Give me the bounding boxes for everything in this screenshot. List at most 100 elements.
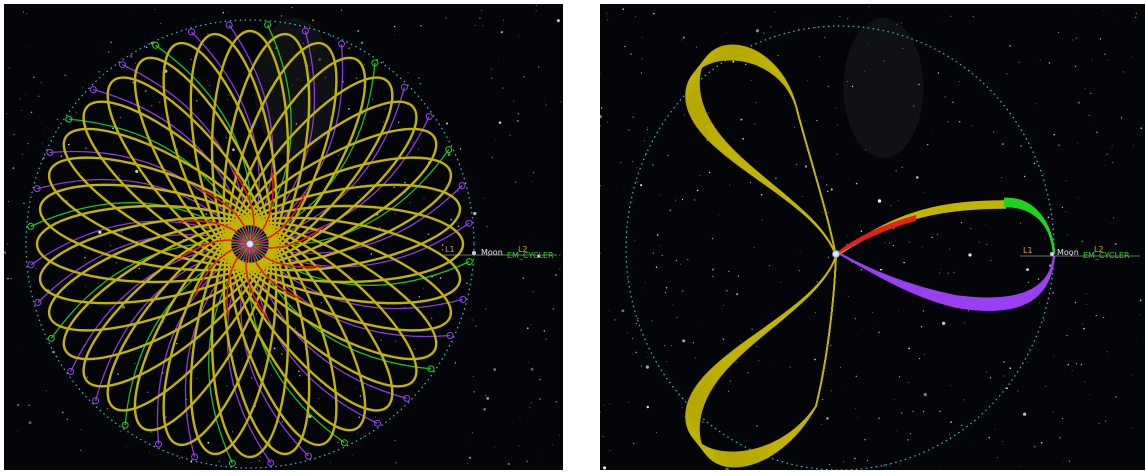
star — [537, 66, 540, 68]
star — [732, 60, 735, 63]
star — [1110, 146, 1112, 148]
star — [427, 233, 430, 235]
star — [214, 121, 216, 122]
star — [556, 19, 560, 23]
star — [337, 441, 339, 443]
star — [676, 316, 678, 319]
star — [84, 250, 86, 252]
star — [1019, 222, 1022, 224]
star — [485, 308, 487, 310]
star — [721, 308, 722, 310]
star — [355, 387, 357, 389]
star — [1135, 12, 1137, 14]
cycler-label: EM_CYCLER — [507, 251, 554, 260]
star — [313, 49, 315, 50]
purple-segment — [839, 253, 1055, 311]
star — [207, 441, 210, 444]
star — [821, 398, 824, 401]
star — [16, 431, 18, 433]
star — [641, 37, 643, 39]
star — [446, 122, 448, 125]
star — [43, 157, 45, 159]
star — [1034, 445, 1036, 447]
cycler-label: EM_CYCLER — [1083, 251, 1130, 260]
star — [645, 365, 650, 369]
star — [860, 269, 862, 271]
star — [961, 424, 963, 426]
star — [98, 70, 100, 73]
star — [190, 318, 192, 320]
star — [227, 11, 228, 12]
star — [26, 13, 28, 15]
star — [893, 398, 895, 400]
star — [1058, 144, 1060, 146]
star — [467, 462, 469, 464]
star — [755, 29, 759, 33]
star — [222, 12, 225, 14]
rim-loop — [47, 334, 55, 342]
star — [359, 395, 362, 397]
star — [518, 35, 519, 36]
star — [1075, 65, 1077, 67]
star — [531, 231, 533, 233]
star — [923, 410, 925, 413]
star — [636, 181, 639, 184]
star — [774, 11, 776, 13]
star — [495, 138, 497, 140]
star — [652, 252, 654, 254]
star — [382, 61, 384, 63]
star — [1023, 412, 1027, 416]
star — [233, 278, 235, 280]
star — [517, 120, 519, 122]
star — [80, 429, 82, 430]
star — [473, 211, 477, 216]
star — [409, 202, 411, 204]
star — [692, 342, 695, 344]
star — [670, 345, 672, 346]
star — [737, 275, 740, 277]
star — [770, 26, 772, 28]
orbit-view-left[interactable]: L1 Moon L2 EM_CYCLER — [4, 4, 563, 470]
star — [379, 227, 381, 229]
star — [631, 160, 634, 163]
rim-loop — [67, 368, 75, 375]
star — [502, 87, 504, 89]
l2-label: L2 — [518, 245, 528, 254]
star — [696, 46, 698, 48]
star — [1002, 143, 1004, 145]
orbit-view-right[interactable]: L1 Moon L2 EM_CYCLER — [600, 4, 1145, 470]
star — [888, 242, 891, 244]
star — [1009, 367, 1011, 370]
l1-label: L1 — [445, 245, 455, 254]
star — [35, 267, 37, 269]
star — [1026, 362, 1028, 363]
star — [1104, 53, 1106, 55]
star — [897, 199, 899, 201]
star — [1074, 9, 1076, 11]
star — [400, 186, 402, 188]
star — [559, 254, 561, 256]
star — [606, 12, 608, 14]
star — [606, 121, 608, 123]
star — [632, 353, 634, 355]
lower-lobe-track — [687, 255, 837, 456]
star — [138, 267, 141, 270]
star — [856, 334, 858, 335]
star — [989, 377, 992, 379]
star — [937, 233, 939, 235]
star — [134, 14, 136, 15]
star — [908, 382, 910, 383]
star — [1115, 396, 1117, 398]
moon-marker — [472, 251, 476, 255]
star — [281, 190, 283, 192]
star — [901, 22, 903, 24]
star — [1023, 175, 1026, 178]
star — [1061, 417, 1064, 420]
lower-lobe-track — [692, 255, 837, 461]
star — [469, 456, 471, 459]
star — [798, 28, 800, 30]
galaxy-haze — [254, 17, 335, 158]
star — [679, 263, 682, 265]
star — [329, 116, 331, 118]
star — [816, 120, 818, 122]
